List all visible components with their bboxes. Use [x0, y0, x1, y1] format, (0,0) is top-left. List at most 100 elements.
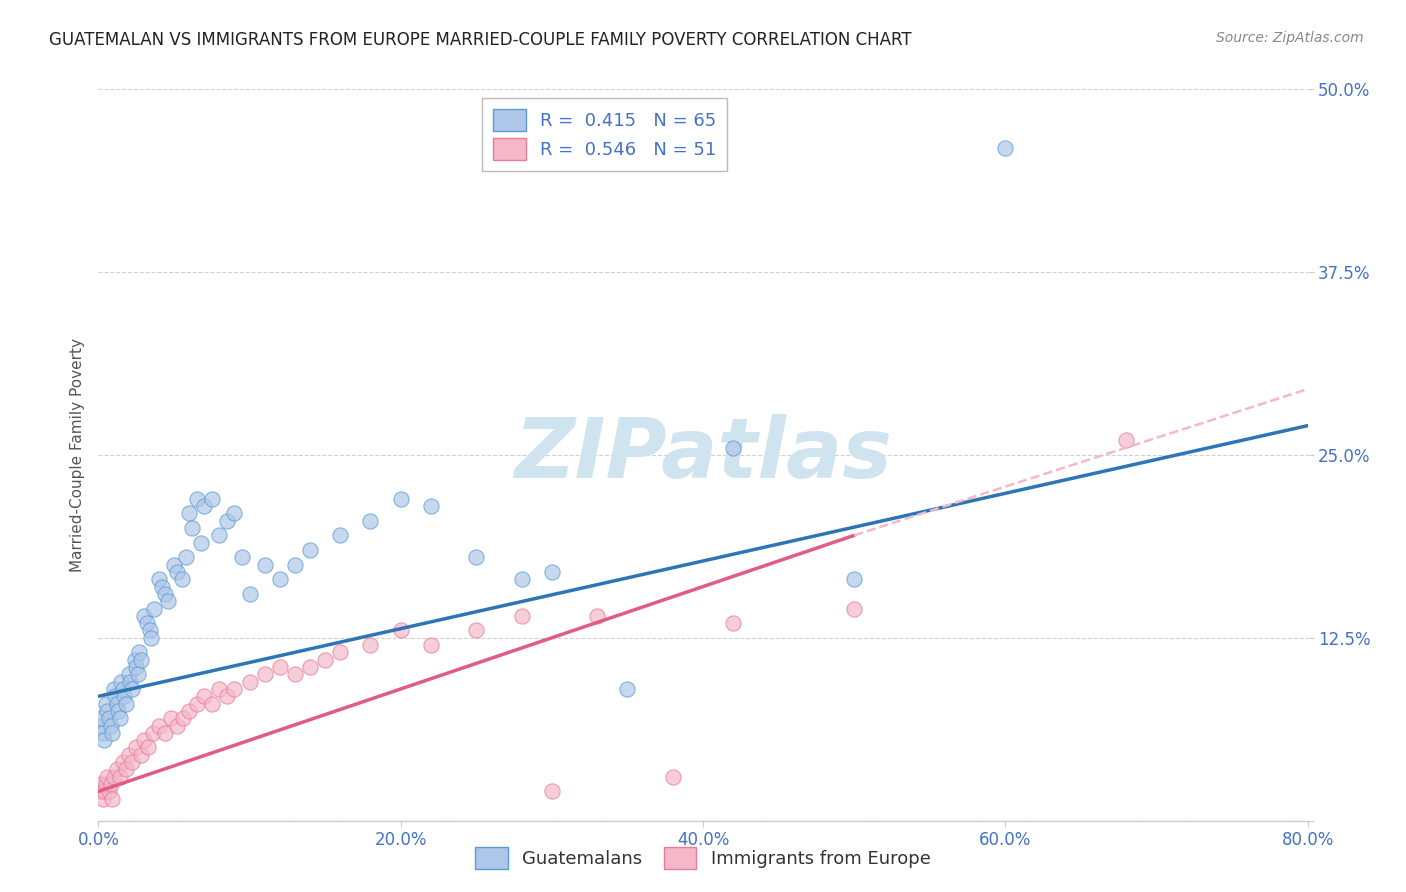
Point	[844, 572, 866, 586]
Point	[179, 704, 201, 718]
Point	[105, 697, 128, 711]
Point	[103, 770, 125, 784]
Point	[121, 681, 143, 696]
Point	[723, 441, 745, 455]
Point	[118, 667, 141, 681]
Point	[104, 690, 127, 704]
Point	[132, 608, 155, 623]
Point	[215, 690, 238, 704]
Point	[208, 681, 231, 696]
Point	[114, 697, 136, 711]
Point	[181, 521, 204, 535]
Point	[101, 726, 124, 740]
Point	[253, 558, 276, 572]
Point	[112, 690, 135, 704]
Point	[141, 631, 163, 645]
Legend: R =  0.415   N = 65, R =  0.546   N = 51: R = 0.415 N = 65, R = 0.546 N = 51	[482, 98, 727, 171]
Point	[125, 740, 148, 755]
Point	[114, 763, 136, 777]
Point	[389, 491, 412, 506]
Point	[93, 784, 115, 798]
Point	[616, 681, 638, 696]
Point	[166, 718, 188, 732]
Point	[91, 791, 114, 805]
Point	[172, 711, 194, 725]
Point	[269, 660, 291, 674]
Point	[153, 587, 176, 601]
Point	[844, 601, 866, 615]
Point	[994, 141, 1017, 155]
Point	[156, 594, 179, 608]
Point	[239, 587, 262, 601]
Point	[143, 601, 166, 615]
Point	[231, 550, 253, 565]
Point	[89, 784, 111, 798]
Point	[91, 726, 114, 740]
Point	[253, 667, 276, 681]
Point	[420, 499, 443, 513]
Point	[90, 711, 112, 725]
Point	[105, 763, 128, 777]
Point	[201, 491, 224, 506]
Point	[314, 653, 336, 667]
Point	[299, 543, 322, 558]
Point	[465, 550, 488, 565]
Point	[215, 514, 238, 528]
Point	[139, 624, 162, 638]
Point	[186, 491, 208, 506]
Point	[193, 499, 215, 513]
Legend: Guatemalans, Immigrants from Europe: Guatemalans, Immigrants from Europe	[467, 838, 939, 879]
Point	[284, 558, 307, 572]
Point	[96, 704, 118, 718]
Point	[129, 653, 152, 667]
Point	[136, 740, 159, 755]
Point	[160, 711, 183, 725]
Point	[420, 638, 443, 652]
Point	[89, 718, 111, 732]
Point	[96, 770, 118, 784]
Point	[107, 704, 129, 718]
Point	[201, 697, 224, 711]
Point	[239, 674, 262, 689]
Point	[127, 667, 149, 681]
Point	[148, 718, 170, 732]
Point	[586, 608, 609, 623]
Point	[153, 726, 176, 740]
Point	[100, 718, 122, 732]
Point	[118, 747, 141, 762]
Point	[94, 697, 117, 711]
Point	[108, 711, 131, 725]
Point	[360, 638, 382, 652]
Point	[179, 507, 201, 521]
Point	[150, 580, 173, 594]
Point	[111, 681, 134, 696]
Point	[124, 653, 146, 667]
Point	[299, 660, 322, 674]
Point	[661, 770, 683, 784]
Point	[510, 608, 533, 623]
Point	[148, 572, 170, 586]
Point	[540, 784, 562, 798]
Point	[163, 558, 186, 572]
Point	[389, 624, 412, 638]
Point	[100, 777, 122, 791]
Point	[360, 514, 382, 528]
Point	[1115, 434, 1137, 448]
Point	[224, 681, 246, 696]
Text: GUATEMALAN VS IMMIGRANTS FROM EUROPE MARRIED-COUPLE FAMILY POVERTY CORRELATION C: GUATEMALAN VS IMMIGRANTS FROM EUROPE MAR…	[49, 31, 912, 49]
Text: ZIPatlas: ZIPatlas	[515, 415, 891, 495]
Point	[208, 528, 231, 542]
Point	[193, 690, 215, 704]
Point	[103, 681, 125, 696]
Point	[108, 770, 131, 784]
Point	[111, 755, 134, 769]
Y-axis label: Married-Couple Family Poverty: Married-Couple Family Poverty	[69, 338, 84, 572]
Point	[170, 572, 193, 586]
Point	[121, 755, 143, 769]
Point	[269, 572, 291, 586]
Point	[329, 528, 352, 542]
Point	[224, 507, 246, 521]
Point	[465, 624, 488, 638]
Point	[98, 711, 121, 725]
Point	[329, 645, 352, 659]
